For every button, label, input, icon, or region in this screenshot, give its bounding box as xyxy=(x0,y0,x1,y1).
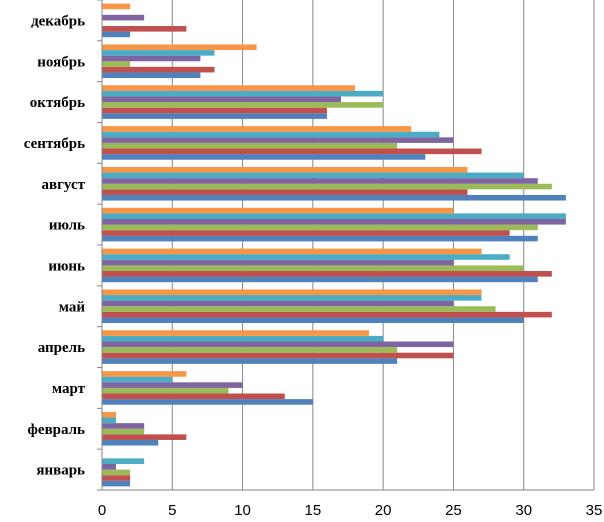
bar-0-3 xyxy=(102,463,117,470)
bar-9-1 xyxy=(102,107,327,114)
bar-1-1 xyxy=(102,434,187,440)
axes xyxy=(101,0,594,491)
bar-3-5 xyxy=(102,330,370,336)
bar-7-2 xyxy=(102,183,552,190)
bar-6-5 xyxy=(102,207,454,214)
bar-5-4 xyxy=(102,254,510,260)
bar-11-0 xyxy=(102,31,131,38)
x-tick-label: 25 xyxy=(445,502,462,519)
category-label: ноябрь xyxy=(37,54,85,70)
bar-4-1 xyxy=(102,311,552,318)
bar-1-4 xyxy=(102,417,117,424)
bar-2-3 xyxy=(102,382,243,388)
x-tick-labels: 0 5 10 15 20 25 30 35 xyxy=(98,502,603,519)
bar-9-5 xyxy=(102,85,356,91)
bar-10-5 xyxy=(102,44,257,51)
x-tick-label: 35 xyxy=(586,502,603,519)
x-tick-label: 15 xyxy=(305,502,322,519)
y-tick-labels: январь февраль март апрель май июнь июль август… xyxy=(24,13,86,478)
category-label: январь xyxy=(36,463,85,479)
bar-6-3 xyxy=(102,218,566,225)
bar-4-2 xyxy=(102,306,496,312)
bar-2-5 xyxy=(102,371,187,377)
x-tick-label: 20 xyxy=(375,502,392,519)
bar-3-3 xyxy=(102,341,454,348)
bar-0-0 xyxy=(102,480,131,487)
category-label: июнь xyxy=(48,258,85,274)
bar-1-3 xyxy=(102,423,145,429)
bar-1-2 xyxy=(102,428,145,435)
category-label: август xyxy=(42,177,86,193)
bar-2-4 xyxy=(102,376,173,383)
category-label: февраль xyxy=(28,422,86,438)
bar-5-2 xyxy=(102,265,524,272)
category-label: март xyxy=(52,381,86,397)
bar-8-2 xyxy=(102,142,398,149)
bar-1-5 xyxy=(102,411,117,418)
bar-7-3 xyxy=(102,178,538,184)
bar-2-1 xyxy=(102,393,285,400)
bar-6-0 xyxy=(102,235,538,242)
bar-10-4 xyxy=(102,50,215,56)
bar-9-0 xyxy=(102,113,327,119)
bar-11-5 xyxy=(102,3,131,10)
bar-0-1 xyxy=(102,475,131,481)
category-label: апрель xyxy=(38,340,85,356)
bar-8-3 xyxy=(102,137,454,143)
bar-5-3 xyxy=(102,259,454,266)
bar-4-0 xyxy=(102,317,524,324)
bar-10-3 xyxy=(102,55,201,62)
bar-10-2 xyxy=(102,61,131,67)
x-tick-label: 30 xyxy=(515,502,532,519)
bar-10-1 xyxy=(102,66,215,73)
category-separators xyxy=(97,0,102,491)
category-label: июль xyxy=(49,218,85,234)
bar-3-4 xyxy=(102,335,384,342)
bar-7-5 xyxy=(102,166,468,173)
category-label: октябрь xyxy=(30,95,85,111)
bar-8-0 xyxy=(102,154,426,160)
category-label: сентябрь xyxy=(24,136,85,152)
bar-7-0 xyxy=(102,194,566,201)
bars xyxy=(102,3,566,487)
bar-6-1 xyxy=(102,230,510,236)
x-tick-label: 10 xyxy=(234,502,251,519)
bar-5-1 xyxy=(102,271,552,277)
bar-5-0 xyxy=(102,276,538,283)
bar-11-1 xyxy=(102,26,187,32)
bar-6-2 xyxy=(102,224,538,231)
bar-6-4 xyxy=(102,213,566,219)
category-label: май xyxy=(59,299,86,315)
bar-3-0 xyxy=(102,358,398,364)
bar-9-4 xyxy=(102,90,384,97)
bar-4-5 xyxy=(102,289,482,296)
bar-8-4 xyxy=(102,131,440,138)
x-tick-label: 0 xyxy=(98,502,106,519)
x-tick-label: 5 xyxy=(168,502,176,519)
bar-3-2 xyxy=(102,347,398,353)
bar-2-2 xyxy=(102,387,229,394)
bar-2-0 xyxy=(102,399,313,405)
bar-8-1 xyxy=(102,148,482,155)
bar-4-4 xyxy=(102,295,482,301)
bar-4-3 xyxy=(102,300,454,307)
bar-8-5 xyxy=(102,126,412,132)
bar-9-3 xyxy=(102,96,341,103)
bar-3-1 xyxy=(102,352,454,359)
bar-7-4 xyxy=(102,172,524,179)
bar-11-3 xyxy=(102,14,145,21)
bar-5-5 xyxy=(102,248,482,255)
category-label: декабрь xyxy=(31,13,85,29)
gridlines xyxy=(171,0,595,490)
bar-0-2 xyxy=(102,469,131,476)
bar-10-0 xyxy=(102,72,201,79)
bar-1-0 xyxy=(102,439,159,446)
bar-9-2 xyxy=(102,102,384,108)
bar-7-1 xyxy=(102,189,468,195)
bar-0-4 xyxy=(102,458,145,464)
